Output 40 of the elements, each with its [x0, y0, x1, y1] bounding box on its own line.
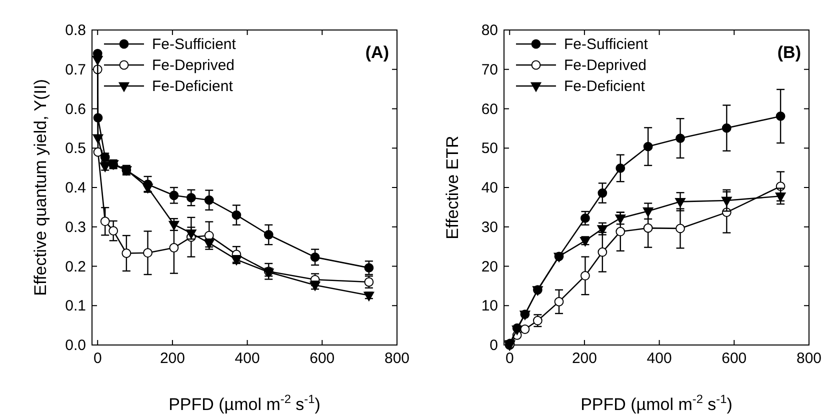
x-axis-title: PPFD (µmol m$^{-2}$ s$^{-1}$): [580, 392, 732, 414]
y-tick-label: 0.7: [65, 61, 86, 78]
y-tick-label: 0: [490, 337, 498, 354]
legend-label: Fe-Deprived: [152, 57, 235, 74]
x-axis-title: PPFD (µmol m$^{-2}$ s$^{-1}$): [168, 392, 320, 414]
y-tick-label: 0.8: [65, 22, 86, 39]
x-tick-label: 200: [160, 350, 185, 367]
y-tick-label: 40: [481, 180, 498, 196]
y-tick-label: 10: [481, 298, 498, 315]
legend-label: Fe-Sufficient: [152, 36, 237, 53]
legend-label: Fe-Sufficient: [564, 36, 649, 53]
y-tick-label: 60: [481, 100, 498, 118]
x-tick-label: 400: [646, 350, 672, 367]
x-tick-label: 0: [505, 350, 514, 367]
y-axis-title: Effective quantum yield, Y(II): [31, 79, 50, 296]
x-tick-label: 600: [310, 350, 335, 367]
y-tick-label: 50: [481, 140, 498, 158]
annotation: (A): [365, 43, 389, 62]
y-tick-label: 0.1: [65, 298, 86, 315]
y-tick-label: 0.4: [65, 180, 86, 196]
x-tick-label: 200: [572, 350, 597, 367]
y-tick-label: 30: [481, 218, 498, 236]
legend-label: Fe-Deficient: [564, 78, 646, 95]
legend-label: Fe-Deficient: [152, 78, 234, 95]
x-tick-label: 0: [93, 350, 102, 367]
x-tick-label: 400: [234, 350, 260, 367]
y-tick-label: 80: [481, 22, 498, 39]
y-tick-label: 0.5: [65, 140, 86, 158]
y-tick-label: 0.0: [65, 337, 86, 354]
x-tick-label: 800: [384, 350, 410, 367]
x-tick-label: 600: [722, 350, 747, 367]
y-axis-title: Effective ETR: [443, 136, 462, 240]
y-tick-label: 0.6: [65, 100, 86, 118]
y-tick-label: 20: [481, 258, 498, 276]
y-tick-label: 0.3: [65, 218, 86, 236]
y-tick-label: 0.2: [65, 258, 86, 276]
y-tick-label: 70: [481, 61, 498, 78]
legend-label: Fe-Deprived: [564, 57, 647, 74]
x-tick-label: 800: [796, 350, 822, 367]
annotation: (B): [777, 43, 801, 62]
